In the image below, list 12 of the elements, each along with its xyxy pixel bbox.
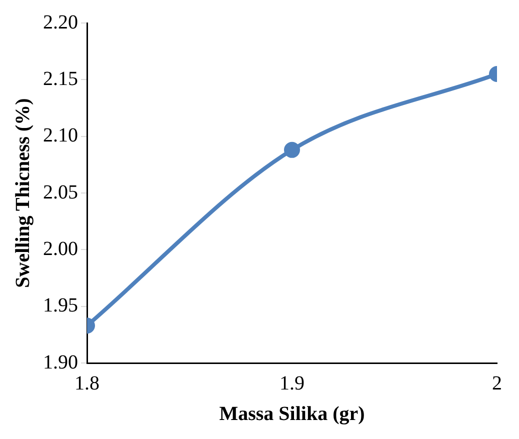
y-tick-label: 2.00 bbox=[43, 238, 78, 260]
x-tick-label: 1.9 bbox=[280, 372, 304, 394]
y-tick-label: 2.10 bbox=[43, 124, 78, 147]
x-tick-label: 1.8 bbox=[74, 372, 100, 394]
y-tick-label: 2.20 bbox=[43, 11, 78, 34]
y-tick-label: 1.95 bbox=[43, 294, 78, 317]
x-tick-label: 2 bbox=[492, 372, 502, 394]
x-axis-title: Massa Silika (gr) bbox=[219, 403, 365, 426]
y-axis-title: Swelling Thicness (%) bbox=[12, 98, 34, 288]
y-tick-label: 2.15 bbox=[43, 68, 78, 90]
y-tick-label: 2.05 bbox=[43, 181, 78, 204]
y-tick-label: 1.90 bbox=[43, 351, 78, 374]
